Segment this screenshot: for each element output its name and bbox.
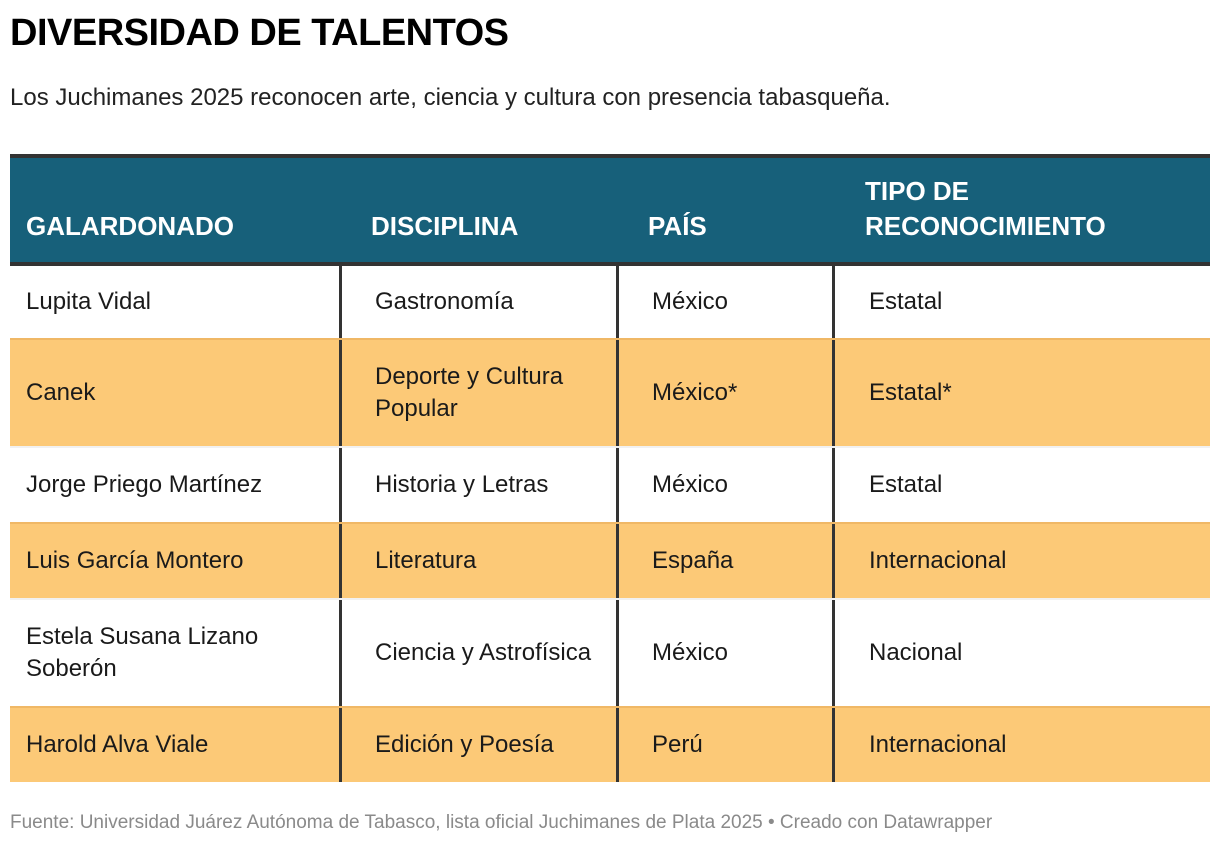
cell-galardonado: Canek (26, 379, 96, 406)
column-divider (616, 448, 619, 522)
cell-disciplina: Deporte y Cultura Popular (375, 363, 564, 422)
cell-disciplina: Historia y Letras (375, 471, 549, 498)
cell-tipo: Estatal (869, 288, 943, 315)
cell-pais: España (652, 547, 734, 574)
column-divider (616, 340, 619, 446)
cell-pais: México (652, 288, 729, 315)
cell-pais: México (652, 639, 729, 666)
column-header-tipo[interactable]: TIPO DE RECONOCIMIENTO (865, 174, 1106, 244)
column-header-pais[interactable]: PAÍS (648, 211, 707, 241)
column-divider (339, 266, 342, 338)
source-note: Fuente: Universidad Juárez Autónoma de T… (10, 812, 993, 833)
table-row: Lupita Vidal Gastronomía México Estatal (10, 266, 1210, 338)
awards-table: GALARDONADO DISCIPLINA PAÍS TIPO DE RECO… (10, 154, 1210, 782)
cell-disciplina: Edición y Poesía (375, 731, 554, 758)
cell-pais: México (652, 471, 729, 498)
column-divider (616, 266, 619, 338)
column-divider (616, 524, 619, 598)
table-row: Jorge Priego Martínez Historia y Letras Mé… (10, 446, 1210, 522)
chart-title: DIVERSIDAD DE TALENTOS (10, 12, 509, 54)
column-divider (339, 340, 342, 446)
table-header: GALARDONADO DISCIPLINA PAÍS TIPO DE RECO… (10, 154, 1210, 266)
column-header-tipo-line1: TIPO DE (865, 176, 970, 206)
cell-galardonado: Estela Susana Lizano Soberón (26, 623, 259, 682)
column-divider (832, 600, 835, 706)
column-header-disciplina[interactable]: DISCIPLINA (371, 211, 519, 241)
table-row: Luis García Montero Literatura España Inter… (10, 522, 1210, 598)
cell-tipo: Nacional (869, 639, 963, 666)
cell-tipo: Internacional (869, 731, 1007, 758)
column-divider (832, 266, 835, 338)
table-row: Estela Susana Lizano Soberón Ciencia y As… (10, 598, 1210, 706)
cell-tipo: Estatal (869, 471, 943, 498)
column-divider (832, 340, 835, 446)
cell-galardonado: Lupita Vidal (26, 288, 151, 315)
column-divider (339, 448, 342, 522)
column-header-tipo-line2: RECONOCIMIENTO (865, 211, 1106, 241)
cell-galardonado: Jorge Priego Martínez (26, 471, 263, 498)
column-divider (616, 708, 619, 782)
table-row: Canek Deporte y Cultura Popular México* Est… (10, 338, 1210, 446)
cell-disciplina: Gastronomía (375, 288, 514, 315)
column-divider (832, 524, 835, 598)
column-divider (339, 524, 342, 598)
table-row: Harold Alva Viale Edición y Poesía Perú Int… (10, 706, 1210, 782)
column-header-galardonado[interactable]: GALARDONADO (26, 211, 234, 241)
column-divider (616, 600, 619, 706)
column-divider (832, 708, 835, 782)
cell-pais: México* (652, 379, 738, 406)
chart-subtitle: Los Juchimanes 2025 reconocen arte, cien… (10, 84, 891, 111)
cell-disciplina: Literatura (375, 547, 477, 574)
column-divider (339, 600, 342, 706)
cell-galardonado: Luis García Montero (26, 547, 244, 574)
table-body: Lupita Vidal Gastronomía México Estatal Cane… (10, 266, 1210, 782)
column-divider (339, 708, 342, 782)
column-divider (832, 448, 835, 522)
cell-tipo: Estatal* (869, 379, 952, 406)
cell-disciplina: Ciencia y Astrofísica (375, 639, 592, 666)
cell-pais: Perú (652, 731, 703, 758)
cell-tipo: Internacional (869, 547, 1007, 574)
cell-galardonado: Harold Alva Viale (26, 731, 209, 758)
